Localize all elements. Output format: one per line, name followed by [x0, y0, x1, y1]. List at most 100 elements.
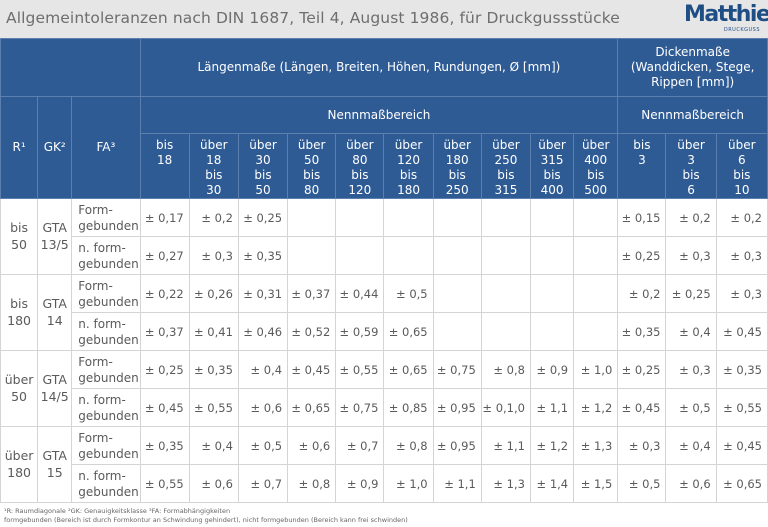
laengen-tolerance-cell: ± 0,75	[335, 388, 385, 427]
laengen-tolerance-cell: ± 0,37	[139, 312, 190, 351]
dicken-tolerance-cell: ± 0,25	[665, 274, 717, 313]
laengen-tolerance-cell: ± 0,35	[188, 350, 239, 389]
dicken-tolerance-cell: ± 0,6	[665, 464, 717, 503]
laengen-tolerance-cell: ± 1,0	[573, 350, 619, 389]
laengen-tolerance-cell: ± 0,37	[287, 274, 337, 313]
dicken-tolerance-cell: ± 0,4	[665, 426, 717, 465]
formabhaengigkeit-cell: Form-gebunden	[71, 274, 141, 313]
formabhaengigkeit-cell: n. form-gebunden	[71, 236, 141, 275]
footnote-formgebunden: formgebunden (Bereich ist durch Formkont…	[4, 516, 408, 524]
formabhaengigkeit-cell: n. form-gebunden	[71, 464, 141, 503]
tolerance-table: Längenmaße (Längen, Breiten, Höhen, Rund…	[0, 38, 768, 503]
range-header-laengen-3: über 50 bis 80	[287, 133, 337, 199]
laengen-tolerance-cell: ± 0,35	[139, 426, 190, 465]
laengen-tolerance-cell: ± 0,85	[383, 388, 434, 427]
range-header-laengen-2: über 30 bis 50	[237, 133, 289, 199]
dicken-tolerance-cell: ± 0,5	[665, 388, 717, 427]
laengen-tolerance-cell: ± 0,59	[335, 312, 385, 351]
matthies-logo: Matthies DRUCKGUSS	[684, 2, 768, 35]
laengen-tolerance-cell: ± 0,9	[529, 350, 575, 389]
formabhaengigkeit-cell: Form-gebunden	[71, 426, 141, 465]
genauigkeitsklasse-cell: GTA 14/5	[37, 350, 73, 427]
raumdiagonale-cell: über 50	[0, 350, 39, 427]
dicken-tolerance-cell: ± 0,2	[715, 198, 768, 237]
dicken-tolerance-cell: ± 0,3	[665, 350, 717, 389]
range-header-laengen-7: über 250 bis 315	[480, 133, 531, 199]
laengen-tolerance-cell: ± 0,8	[287, 464, 337, 503]
table-row: n. form-gebunden ± 0,27 ± 0,3 ± 0,35 ± 0,25 ±…	[1, 236, 768, 275]
laengen-tolerance-cell: ± 1,1	[480, 426, 531, 465]
range-header-dicken-0: bis 3	[617, 133, 667, 199]
laengen-tolerance-cell	[383, 236, 434, 275]
header-nennmassbereich-laengen: Nennmaßbereich	[139, 96, 619, 134]
laengen-tolerance-cell: ± 0,2	[188, 198, 239, 237]
laengen-tolerance-cell	[529, 236, 575, 275]
laengen-tolerance-cell: ± 0,7	[335, 426, 385, 465]
logo-word: Matthies	[684, 2, 768, 27]
laengen-tolerance-cell	[432, 236, 482, 275]
laengen-tolerance-cell	[573, 236, 619, 275]
genauigkeitsklasse-cell: GTA 15	[37, 426, 73, 503]
laengen-tolerance-cell: ± 1,3	[573, 426, 619, 465]
laengen-tolerance-cell: ± 0,95	[432, 426, 482, 465]
laengen-tolerance-cell	[480, 312, 531, 351]
range-header-laengen-5: über 120 bis 180	[383, 133, 434, 199]
laengen-tolerance-cell: ± 0,55	[139, 464, 190, 503]
dicken-tolerance-cell: ± 0,35	[715, 350, 768, 389]
laengen-tolerance-cell: ± 0,8	[383, 426, 434, 465]
laengen-tolerance-cell: ± 0,95	[432, 388, 482, 427]
laengen-tolerance-cell	[383, 198, 434, 237]
laengen-tolerance-cell	[529, 274, 575, 313]
laengen-tolerance-cell	[480, 236, 531, 275]
laengen-tolerance-cell: ± 0,26	[188, 274, 239, 313]
raumdiagonale-cell: über 180	[0, 426, 39, 503]
dicken-tolerance-cell: ± 0,55	[715, 388, 768, 427]
dicken-tolerance-cell: ± 0,2	[665, 198, 717, 237]
dicken-tolerance-cell: ± 0,3	[665, 236, 717, 275]
header-r: R¹	[0, 96, 39, 199]
table-row: über 50 GTA 14/5 Form-gebunden ± 0,25 ± 0,35 ± …	[0, 350, 768, 427]
title-bar: Allgemeintoleranzen nach DIN 1687, Teil …	[0, 0, 768, 38]
laengen-tolerance-cell: ± 0,5	[383, 274, 434, 313]
dicken-tolerance-cell: ± 0,2	[617, 274, 667, 313]
footnote-abbreviations: ¹R: Raumdiagonale ²GK: Genauigkeitsklass…	[4, 507, 231, 515]
laengen-tolerance-cell: ± 0,35	[237, 236, 289, 275]
laengen-tolerance-cell: ± 0,8	[480, 350, 531, 389]
laengen-tolerance-cell: ± 1,4	[529, 464, 575, 503]
laengen-tolerance-cell: ± 0,55	[335, 350, 385, 389]
laengen-tolerance-cell: ± 0,7	[237, 464, 289, 503]
laengen-tolerance-cell: ± 0,75	[432, 350, 482, 389]
laengen-tolerance-cell: ± 0,22	[139, 274, 190, 313]
laengen-tolerance-cell: ± 0,17	[139, 198, 190, 237]
laengen-tolerance-cell: ± 1,1	[529, 388, 575, 427]
laengen-tolerance-cell	[432, 274, 482, 313]
dicken-tolerance-cell: ± 0,65	[715, 464, 768, 503]
laengen-tolerance-cell: ± 0,41	[188, 312, 239, 351]
laengen-tolerance-cell	[573, 274, 619, 313]
dicken-tolerance-cell: ± 0,3	[715, 274, 768, 313]
dicken-tolerance-cell: ± 0,3	[715, 236, 768, 275]
laengen-tolerance-cell: ± 0,45	[139, 388, 190, 427]
laengen-tolerance-cell	[335, 198, 385, 237]
raumdiagonale-cell: bis 50	[0, 198, 39, 275]
dicken-tolerance-cell: ± 0,15	[617, 198, 667, 237]
laengen-tolerance-cell: ± 0,4	[237, 350, 289, 389]
laengen-tolerance-cell: ± 0,4	[188, 426, 239, 465]
dicken-tolerance-cell: ± 0,3	[617, 426, 667, 465]
range-header-laengen-6: über 180 bis 250	[432, 133, 482, 199]
table-row: n. form-gebunden ± 0,55 ± 0,6 ± 0,7 ± 0,8 ± 0…	[1, 464, 768, 503]
range-header-laengen-0: bis 18	[139, 133, 190, 199]
laengen-tolerance-cell: ± 0,1,0	[480, 388, 531, 427]
laengen-tolerance-cell: ± 0,6	[237, 388, 289, 427]
laengen-tolerance-cell	[287, 236, 337, 275]
laengen-tolerance-cell: ± 0,25	[139, 350, 190, 389]
laengen-tolerance-cell: ± 0,9	[335, 464, 385, 503]
dicken-tolerance-cell: ± 0,25	[617, 236, 667, 275]
table-row: n. form-gebunden ± 0,45 ± 0,55 ± 0,6 ± 0,65 ±…	[1, 388, 768, 427]
laengen-tolerance-cell: ± 0,65	[383, 350, 434, 389]
range-header-laengen-4: über 80 bis 120	[335, 133, 385, 199]
laengen-tolerance-cell: ± 0,55	[188, 388, 239, 427]
formabhaengigkeit-cell: Form-gebunden	[71, 350, 141, 389]
laengen-tolerance-cell: ± 0,45	[287, 350, 337, 389]
range-header-dicken-2: über 6 bis 10	[715, 133, 768, 199]
